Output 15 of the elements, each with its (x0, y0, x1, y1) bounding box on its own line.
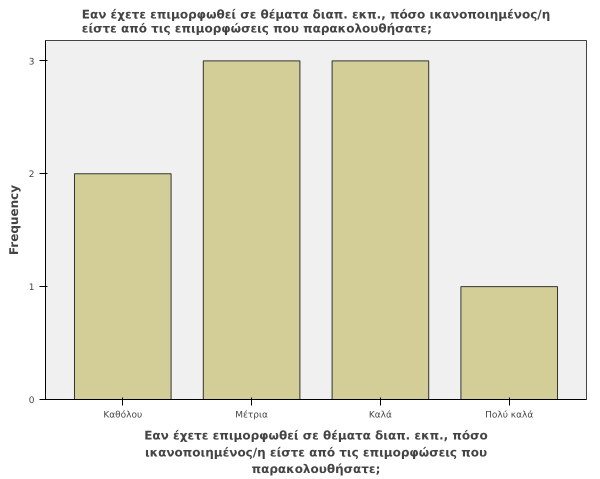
y-tick-label: 1 (28, 283, 35, 294)
bar (202, 60, 300, 400)
x-tick-label: Καθόλου (103, 410, 142, 420)
chart-title: Εαν έχετε επιμορφωθεί σε θέματα διαπ. εκπ., πόσο ικανοποιημένος/η είστε από τις επιμορφώσεις που παρακολουθήσατε; (82, 8, 550, 36)
x-tick-label: Πολύ καλά (485, 410, 534, 420)
y-tick-label: 3 (28, 57, 35, 68)
bar (460, 286, 558, 400)
bar (74, 173, 172, 400)
y-tick-label: 0 (28, 396, 35, 406)
bar (332, 60, 430, 400)
x-tick-label: Μέτρια (235, 410, 268, 420)
x-axis-title: Εαν έχετε επιμορφωθεί σε θέματα διαπ. εκπ., πόσο ικανοποιημένος/η είστε από τις επιμορφώσεις που παρακολουθήσατε; (144, 428, 488, 476)
y-tick-label: 2 (28, 170, 35, 180)
y-axis-title: Frequency (6, 184, 21, 256)
x-tick-label: Καλά (368, 410, 392, 420)
